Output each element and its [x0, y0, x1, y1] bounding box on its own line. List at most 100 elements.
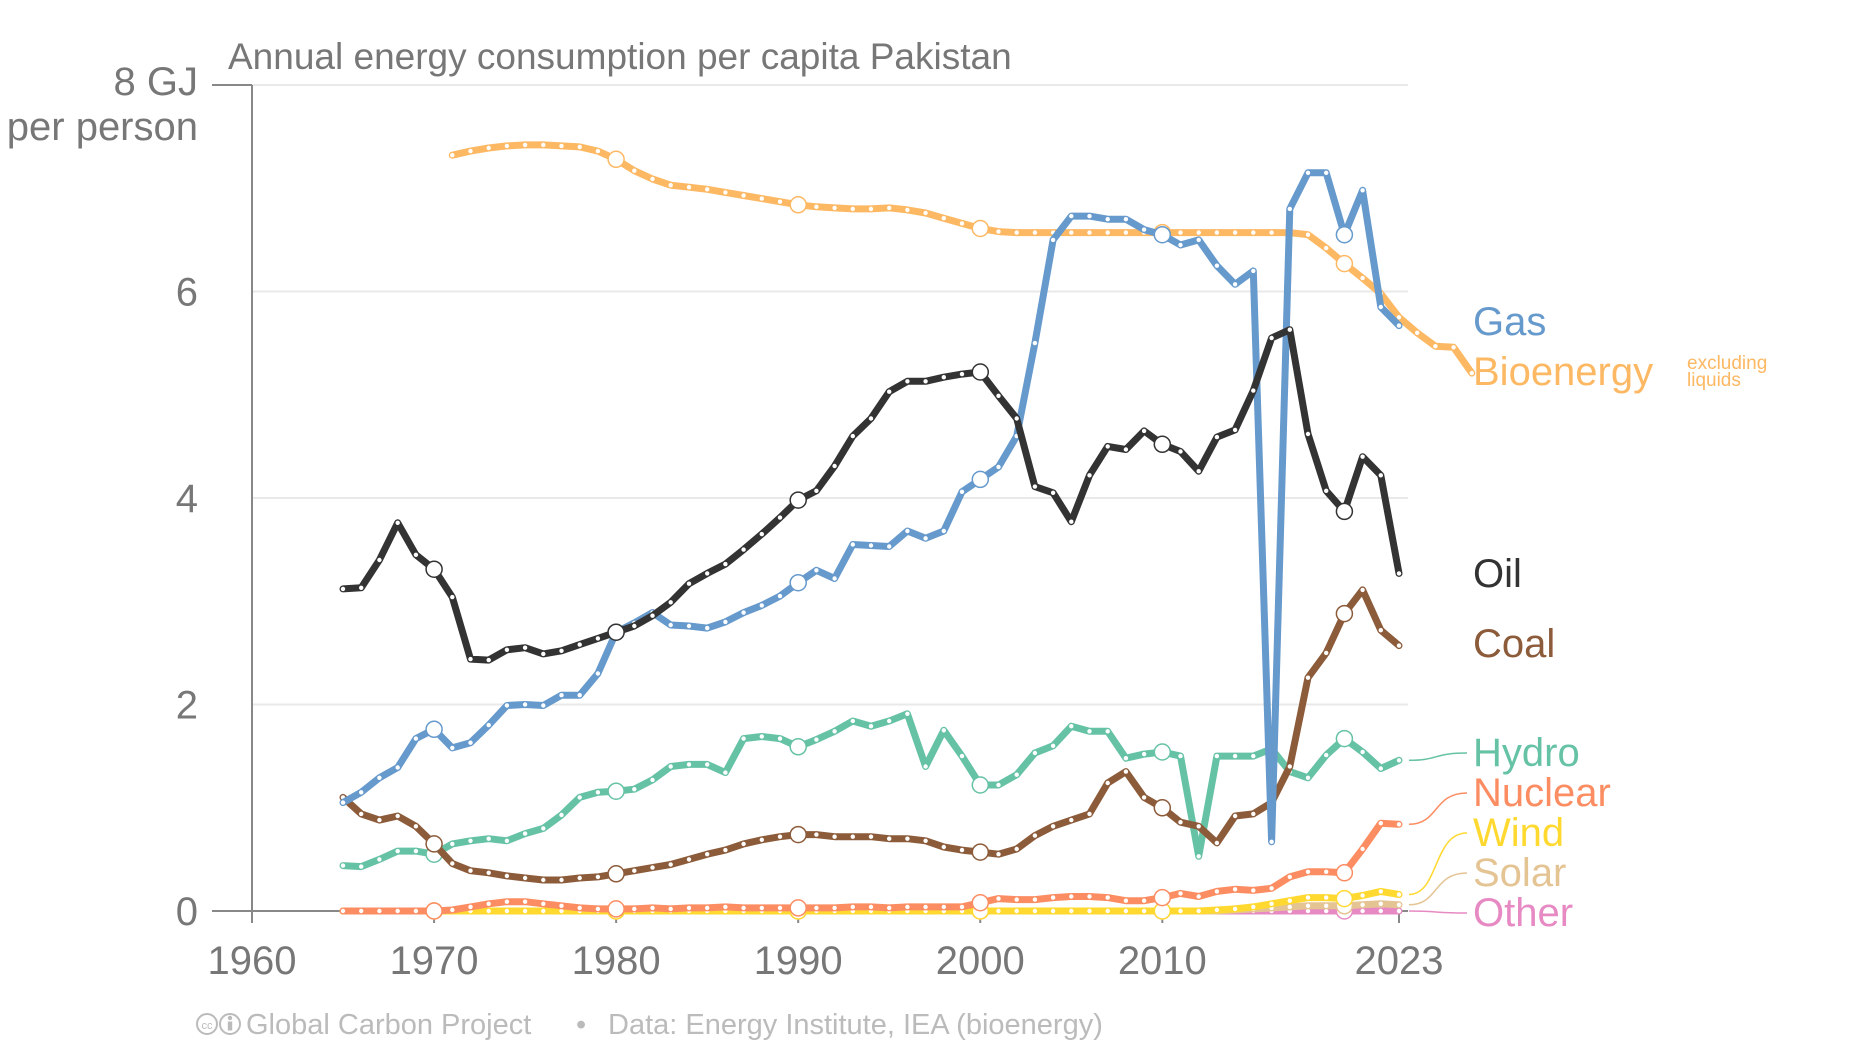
- x-tick-label: 1990: [754, 939, 843, 983]
- oil-point: [887, 389, 892, 394]
- hydro-point: [705, 762, 710, 767]
- bioenergy-point: [850, 206, 855, 212]
- nuclear-point: [686, 905, 692, 911]
- oil-point: [959, 371, 965, 377]
- oil-point: [1153, 435, 1172, 454]
- wind-point: [1335, 889, 1354, 908]
- nuclear-point: [577, 905, 582, 911]
- hydro-point: [1196, 854, 1201, 859]
- bioenergy-point: [959, 221, 965, 226]
- series-label-other: Other: [1473, 891, 1573, 935]
- bioenergy-point: [1415, 330, 1420, 335]
- wind-point: [1360, 893, 1365, 898]
- bioenergy-point: [541, 142, 546, 148]
- oil-point: [1214, 434, 1220, 440]
- bioenergy-point: [577, 144, 582, 150]
- gas-point: [1232, 282, 1238, 287]
- solar-point: [1396, 902, 1402, 907]
- hydro-point: [522, 831, 528, 836]
- bioenergy-point: [1069, 230, 1074, 235]
- gas-point: [759, 603, 764, 608]
- gas-point: [577, 693, 582, 698]
- y-tick-label: 2: [176, 684, 198, 728]
- oil-point: [541, 651, 546, 657]
- nuclear-point: [340, 908, 346, 914]
- oil-point: [1196, 469, 1201, 474]
- leader-line-nuclear: [1408, 792, 1468, 826]
- coal-point: [632, 868, 637, 873]
- coal-point: [1305, 675, 1311, 680]
- oil-point: [1069, 519, 1074, 524]
- bioenergy-point: [741, 193, 746, 198]
- hydro-point: [1087, 729, 1092, 734]
- nuclear-point: [1269, 886, 1274, 891]
- wind-point: [1087, 908, 1092, 914]
- axes: 0 2 4 6 1960 1970 1980 1990 2000 2010 2023: [176, 84, 1443, 983]
- oil-point: [486, 657, 491, 663]
- nuclear-point: [632, 906, 637, 912]
- hydro-point: [359, 864, 364, 869]
- series-label-nuclear: Nuclear: [1473, 771, 1611, 815]
- bioenergy-line: [448, 141, 1476, 377]
- leader-line-solar: [1408, 872, 1468, 906]
- nuclear-point: [1032, 897, 1038, 902]
- bioenergy-point: [1032, 230, 1038, 235]
- coal-point: [1153, 799, 1172, 817]
- oil-point: [1324, 488, 1329, 493]
- series-bioenergy: [448, 141, 1476, 377]
- gas-point: [686, 623, 692, 629]
- nuclear-point: [905, 904, 910, 910]
- oil-point: [971, 363, 990, 381]
- gas-point: [1378, 304, 1384, 310]
- oil-point: [941, 375, 946, 380]
- nuclear-point: [1251, 888, 1256, 893]
- gas-point: [850, 542, 855, 547]
- bioenergy-point: [632, 168, 637, 173]
- coal-point: [905, 836, 910, 841]
- oil-point: [814, 488, 819, 493]
- gas-point: [1251, 268, 1256, 274]
- bioenergy-point: [1178, 230, 1183, 235]
- wind-point: [1050, 908, 1056, 914]
- hydro-point: [996, 782, 1001, 788]
- hydro-point: [1214, 753, 1220, 759]
- hydro-point: [577, 795, 582, 800]
- gas-point: [504, 703, 510, 708]
- hydro-point: [1324, 752, 1329, 758]
- nuclear-point: [971, 893, 990, 912]
- coal-point: [504, 873, 510, 879]
- gas-point: [541, 703, 546, 708]
- leader-line-hydro: [1408, 752, 1468, 762]
- coal-point: [705, 852, 710, 857]
- series-label-oil: Oil: [1473, 552, 1522, 596]
- oil-point: [468, 656, 473, 662]
- hydro-point: [668, 764, 673, 769]
- oil-point: [1178, 449, 1183, 454]
- nuclear-point: [1050, 895, 1056, 900]
- nuclear-point: [789, 899, 807, 917]
- nuclear-point: [541, 901, 546, 906]
- hydro-point: [741, 736, 746, 741]
- nuclear-point: [559, 903, 564, 908]
- bioenergy-point: [723, 190, 728, 195]
- bioenergy-point: [668, 183, 673, 188]
- coal-point: [759, 837, 764, 842]
- oil-point: [686, 581, 692, 586]
- nuclear-point: [1324, 869, 1329, 874]
- nuclear-point: [705, 905, 710, 911]
- coal-point: [595, 874, 601, 880]
- coal-point: [577, 875, 582, 881]
- coal-point: [1378, 628, 1384, 633]
- gas-point: [887, 544, 892, 549]
- coal-point: [1069, 817, 1074, 823]
- oil-point: [340, 586, 346, 592]
- nuclear-point: [486, 901, 491, 906]
- solar-point: [1324, 903, 1329, 908]
- wind-point: [1069, 908, 1074, 914]
- bioenergy-point: [686, 185, 692, 190]
- gas-point: [941, 528, 946, 534]
- wind-point: [1014, 908, 1019, 914]
- gas-point: [832, 576, 837, 581]
- wind-point: [1196, 908, 1201, 914]
